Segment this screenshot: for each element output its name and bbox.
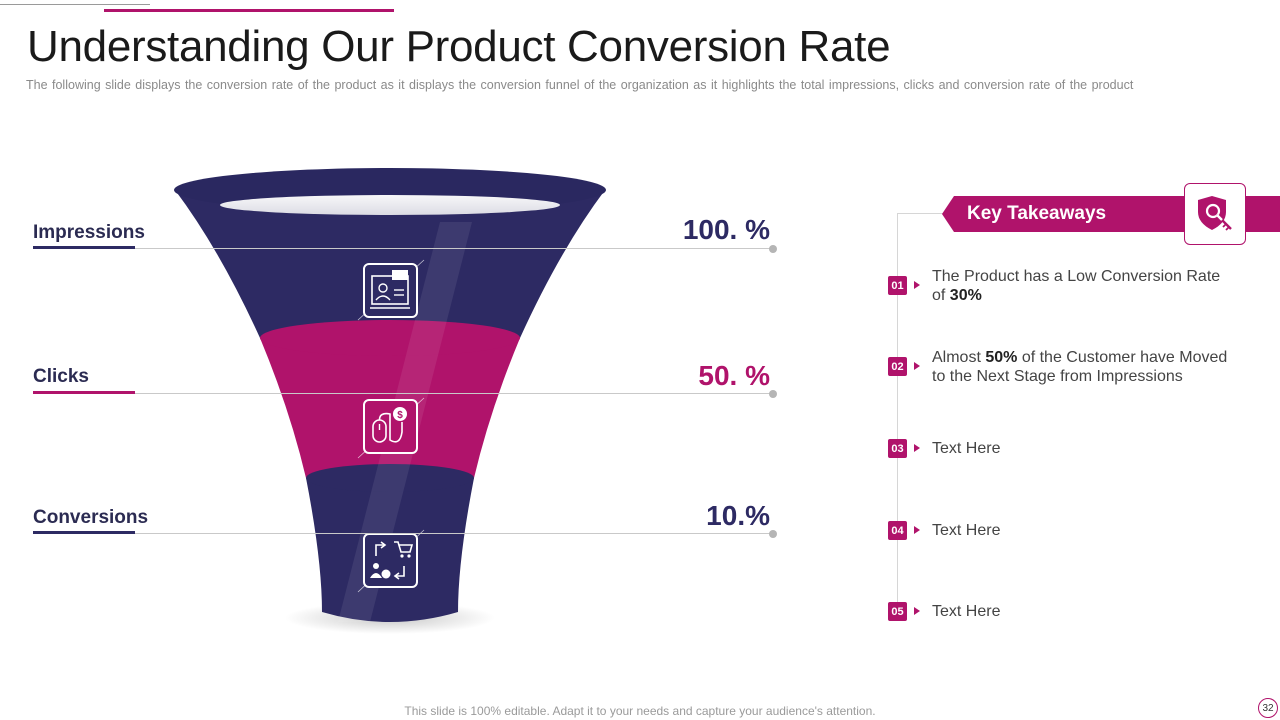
takeaways-heading: Key Takeaways bbox=[967, 203, 1107, 224]
stage-leader-line bbox=[135, 393, 773, 394]
takeaway-number: 01 bbox=[888, 276, 907, 295]
takeaway-arrow-icon bbox=[914, 607, 920, 615]
takeaway-text: The Product has a Low Conversion Rate of… bbox=[932, 268, 1221, 304]
funnel-opening bbox=[220, 195, 560, 215]
stage-leader-line bbox=[135, 533, 773, 534]
takeaway-arrow-icon bbox=[914, 526, 920, 534]
mouse-click-dollar-icon: $ bbox=[357, 397, 425, 459]
stage-label: Clicks bbox=[33, 366, 89, 387]
takeaways-connector bbox=[897, 213, 947, 214]
takeaway-arrow-icon bbox=[914, 281, 920, 289]
takeaway-number: 05 bbox=[888, 602, 907, 621]
stage-leader-dot bbox=[769, 245, 777, 253]
takeaways-timeline bbox=[897, 213, 898, 613]
stage-label: Impressions bbox=[33, 222, 145, 243]
stage-label: Conversions bbox=[33, 507, 149, 528]
takeaway-number: 02 bbox=[888, 357, 907, 376]
presentation-screen-icon bbox=[357, 259, 425, 321]
page-title: Understanding Our Product Conversion Rat… bbox=[27, 22, 891, 71]
stage-leader-dot bbox=[769, 530, 777, 538]
slide-footer: This slide is 100% editable. Adapt it to… bbox=[0, 704, 1280, 718]
stage-underline bbox=[33, 246, 135, 249]
stage-underline bbox=[33, 391, 135, 394]
takeaway-number: 04 bbox=[888, 521, 907, 540]
shopping-cart-conversion-icon bbox=[357, 529, 425, 593]
funnel-lower-band bbox=[306, 464, 474, 492]
takeaway-text: Text Here bbox=[932, 603, 1001, 620]
page-subtitle: The following slide displays the convers… bbox=[26, 78, 1134, 92]
shield-magnifier-icon bbox=[1198, 196, 1232, 231]
takeaway-text: Text Here bbox=[932, 440, 1001, 457]
stage-underline bbox=[33, 531, 135, 534]
takeaway-text: Text Here bbox=[932, 522, 1001, 539]
stage-leader-dot bbox=[769, 390, 777, 398]
funnel-middle-band bbox=[260, 320, 520, 356]
takeaway-number: 03 bbox=[888, 439, 907, 458]
takeaway-text: Almost 50% of the Customer have Moved to… bbox=[932, 349, 1228, 385]
stage-percent: 10.% bbox=[706, 500, 770, 531]
stage-leader-line bbox=[135, 248, 773, 249]
top-accent-line bbox=[104, 9, 394, 12]
page-number: 32 bbox=[1258, 698, 1278, 718]
stage-percent: 50. % bbox=[698, 360, 770, 391]
top-decor-line bbox=[0, 4, 150, 5]
takeaway-arrow-icon bbox=[914, 362, 920, 370]
svg-text:$: $ bbox=[397, 410, 403, 421]
footer-text: This slide is 100% editable. Adapt it to… bbox=[404, 704, 876, 718]
takeaway-arrow-icon bbox=[914, 444, 920, 452]
stage-percent: 100. % bbox=[682, 214, 770, 245]
takeaways-badge bbox=[1184, 183, 1246, 245]
